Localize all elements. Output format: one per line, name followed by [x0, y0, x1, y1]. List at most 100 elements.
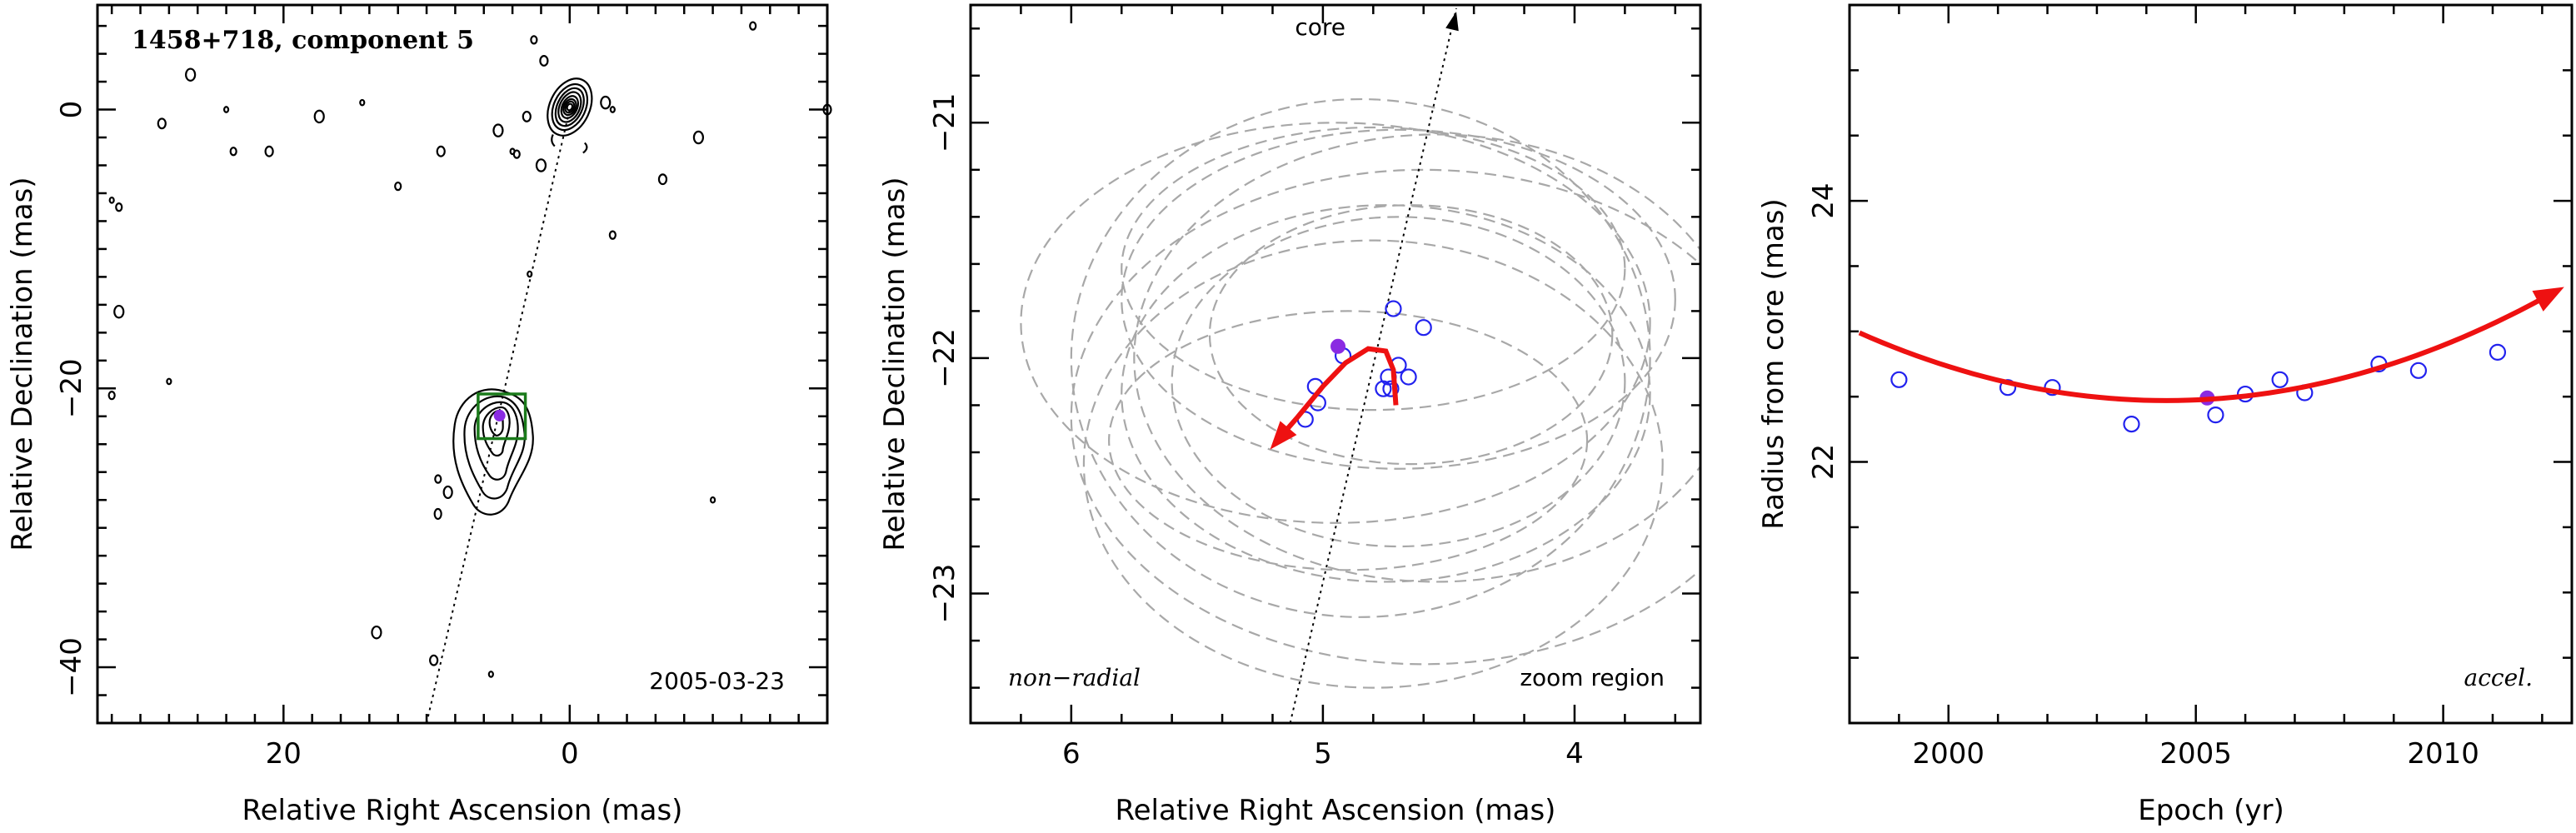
- map-y-tick-label: −20: [55, 358, 88, 418]
- noise-contour: [487, 671, 494, 678]
- noise-contour: [822, 103, 832, 116]
- beam-ellipse: [1020, 122, 1651, 524]
- beam-ellipse: [1070, 97, 1651, 618]
- zoom-y-axis-label: Relative Declination (mas): [878, 177, 911, 551]
- zoom-y-tick-label: −22: [928, 328, 961, 388]
- zoom-fit-trajectory: [1273, 346, 1399, 445]
- noise-contour: [600, 95, 612, 110]
- zoom-highlight-point: [1330, 338, 1346, 354]
- radius-fit-curve: [1858, 297, 2544, 403]
- zoom-observed-point: [1415, 319, 1432, 337]
- zoom-observed-point: [1382, 380, 1400, 397]
- zoom-x-axis-label: Relative Right Ascension (mas): [1116, 794, 1556, 827]
- noise-contour: [157, 117, 167, 130]
- radius-tick-labels: 2000 2005 2010 22 24: [1807, 182, 2479, 771]
- zoom-x-tick-label: 5: [1314, 737, 1332, 771]
- beam-ellipse: [1133, 133, 1700, 583]
- noise-contour: [115, 202, 123, 212]
- core-contour-level: [547, 77, 593, 137]
- radius-observed-point: [2271, 371, 2289, 388]
- component-contour-fragment: [442, 485, 453, 500]
- core-contours: [547, 77, 593, 154]
- zoom-x-tick-label: 4: [1565, 737, 1584, 771]
- radius-observed-point: [2123, 415, 2140, 433]
- noise-contour: [709, 496, 716, 504]
- radius-ticks: [1848, 3, 2572, 725]
- noise-contour: [530, 35, 538, 45]
- component-contour-level: [488, 409, 504, 437]
- core-contour-fragment: [551, 134, 556, 147]
- noise-contour: [107, 391, 116, 401]
- radius-observed-point: [2489, 343, 2507, 361]
- component-contour-level: [482, 406, 511, 456]
- panel-zoom-trajectory: 6 5 4 −21 −22 −23 core non−radial zoom region…: [878, 3, 1702, 827]
- map-tick-labels: 20 0 0 −20 −40: [55, 101, 579, 771]
- noise-contour: [608, 230, 617, 240]
- beam-ellipses: [1020, 97, 1700, 689]
- noise-contour: [185, 67, 197, 82]
- noise-contour: [371, 625, 382, 640]
- noise-contour: [108, 196, 115, 204]
- acceleration-label: accel.: [2464, 664, 2533, 691]
- radius-y-axis-label: Radius from core (mas): [1757, 198, 1790, 529]
- noise-contour: [434, 474, 442, 484]
- radius-frame: [1848, 3, 2574, 725]
- panel-radius-vs-epoch: 2000 2005 2010 22 24 accel. Epoch (yr) Radiu…: [1757, 3, 2574, 827]
- map-y-tick-label: 0: [55, 101, 88, 119]
- zoom-position-angle-line: [1289, 7, 1457, 724]
- noise-contour: [222, 106, 230, 113]
- map-x-tick-label: 0: [561, 737, 579, 771]
- map-y-axis-label: Relative Declination (mas): [6, 177, 39, 551]
- beam-ellipse: [1171, 216, 1626, 548]
- core-contour-fragment: [582, 142, 588, 154]
- radius-fit-arrowhead: [2532, 287, 2564, 312]
- radius-x-tick-label: 2010: [2407, 737, 2479, 771]
- zoom-tick-labels: 6 5 4 −21 −22 −23: [928, 92, 1584, 771]
- noise-contour: [264, 145, 274, 157]
- zoom-fit-arrowhead: [1270, 421, 1297, 450]
- noise-contour: [492, 123, 504, 137]
- component-contour-level: [452, 388, 534, 516]
- core-contour-level: [557, 91, 582, 123]
- noise-contour: [512, 149, 521, 159]
- non-radial-label: non−radial: [1008, 664, 1141, 691]
- zoom-observed-point: [1375, 380, 1392, 397]
- map-epoch-date: 2005-03-23: [649, 667, 785, 695]
- map-x-axis-label: Relative Right Ascension (mas): [242, 794, 683, 827]
- map-component-marker: [493, 409, 506, 421]
- noise-contour: [749, 21, 757, 31]
- beam-ellipse: [1108, 310, 1589, 571]
- core-direction-arrow: [1445, 12, 1459, 32]
- noise-contour: [657, 173, 668, 186]
- radius-y-tick-label: 24: [1807, 182, 1840, 218]
- radius-observed-point: [2409, 362, 2428, 379]
- noise-contour: [229, 147, 237, 157]
- beam-ellipse: [1121, 126, 1626, 412]
- radius-x-tick-label: 2000: [1913, 737, 1985, 771]
- radius-y-tick-label: 22: [1807, 444, 1840, 480]
- beam-ellipse: [1208, 204, 1614, 466]
- zoom-y-tick-label: −23: [928, 564, 961, 624]
- beam-ellipse: [1082, 239, 1664, 689]
- beam-ellipse: [1121, 204, 1651, 583]
- core-contour-level: [554, 87, 585, 127]
- noise-contour: [436, 145, 446, 157]
- radius-x-tick-label: 2005: [2159, 737, 2232, 771]
- zoom-observed-point: [1385, 300, 1402, 317]
- core-contour-level: [551, 82, 589, 132]
- zoom-x-tick-label: 6: [1062, 737, 1081, 771]
- core-contour-level: [566, 102, 574, 112]
- zoom-region-label: zoom region: [1520, 664, 1665, 691]
- core-contour-level: [562, 97, 577, 117]
- noise-contour: [394, 181, 402, 192]
- radius-observed-point: [2207, 407, 2224, 424]
- map-title: 1458+718, component 5: [132, 26, 474, 55]
- noise-contour: [166, 377, 172, 386]
- noise-contour: [522, 110, 532, 122]
- map-x-tick-label: 20: [266, 737, 302, 771]
- zoom-observed-point: [1400, 368, 1417, 386]
- core-contour-level: [560, 95, 580, 119]
- core-label: core: [1295, 13, 1345, 41]
- zoom-y-tick-label: −21: [928, 92, 961, 152]
- map-y-tick-label: −40: [55, 637, 88, 697]
